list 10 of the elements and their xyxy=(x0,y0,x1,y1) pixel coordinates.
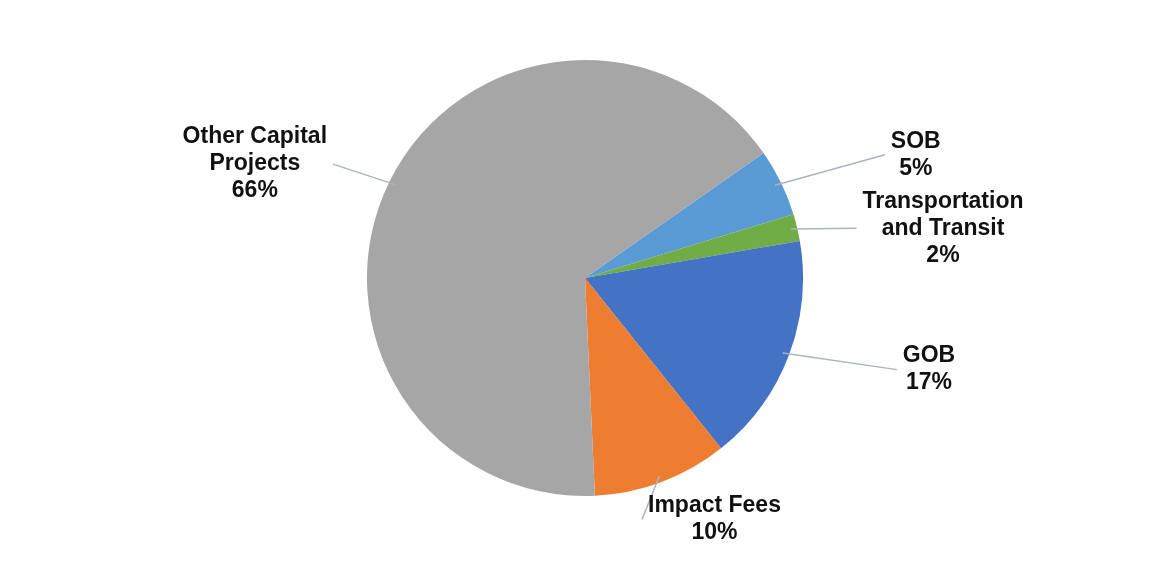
data-label: 2% xyxy=(926,240,960,267)
slice-label: Transportation and Transit xyxy=(862,186,1024,240)
data-label: 5% xyxy=(899,153,933,180)
slice-label: SOB xyxy=(890,126,941,153)
data-label: 10% xyxy=(691,518,738,545)
data-label: 17% xyxy=(905,368,953,395)
slice-label: GOB xyxy=(902,341,956,368)
data-label: 66% xyxy=(231,176,278,203)
slice-label: Other Capital Projects xyxy=(182,122,328,176)
slice-label: Impact Fees xyxy=(648,491,781,518)
